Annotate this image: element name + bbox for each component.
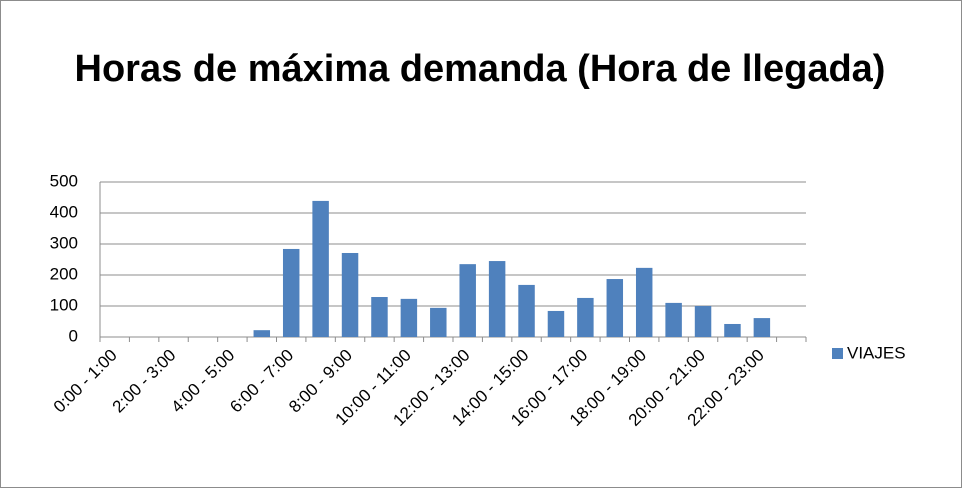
bar [488, 261, 506, 337]
y-tick-label: 300 [50, 233, 78, 252]
bar [430, 307, 447, 337]
bar [753, 318, 771, 337]
y-tick-label: 400 [50, 202, 78, 221]
bar [518, 284, 535, 337]
bar [282, 248, 300, 337]
bar [459, 264, 476, 337]
y-tick-label: 200 [50, 264, 78, 283]
bar [253, 330, 271, 337]
y-tick-label: 500 [50, 171, 78, 190]
bar [312, 200, 329, 337]
bar [665, 302, 682, 337]
bar [547, 310, 565, 337]
bar [724, 323, 741, 337]
bar [400, 298, 418, 337]
y-tick-label: 0 [69, 326, 78, 345]
bar [694, 306, 712, 337]
bar [577, 297, 594, 337]
bar [371, 297, 388, 337]
legend-swatch [832, 348, 843, 359]
bar [341, 252, 359, 337]
chart-title: Horas de máxima demanda (Hora de llegada… [74, 48, 886, 90]
bar [606, 279, 624, 337]
bar [635, 267, 653, 337]
y-tick-label: 100 [50, 295, 78, 314]
legend-label: VIAJES [847, 343, 906, 362]
